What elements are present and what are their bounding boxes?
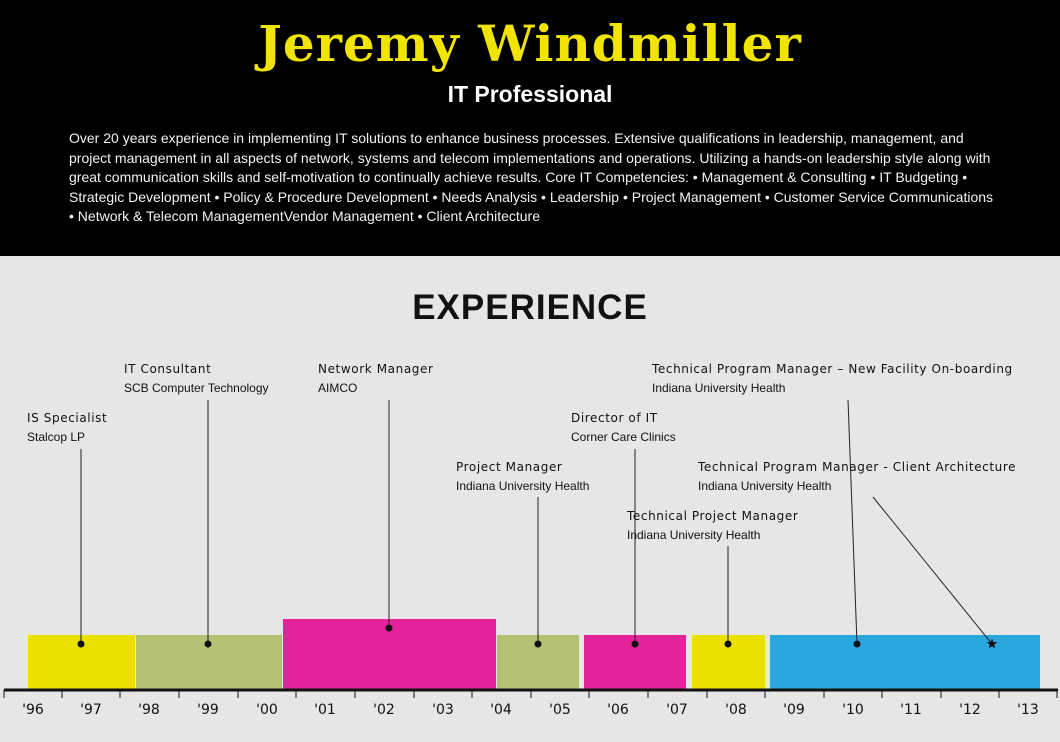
current-job-star-icon	[986, 638, 998, 649]
year-label: '12	[959, 702, 981, 718]
job-organization-label: SCB Computer Technology	[124, 381, 269, 395]
job-title-label: Network Manager	[318, 362, 434, 376]
job-organization-label: Corner Care Clinics	[571, 430, 676, 444]
job-title-label: IS Specialist	[27, 411, 107, 425]
experience-timeline: '96 '97 '98 '99 '00 '01 '02 '03 '04 '05 '06 '07 '08 '…	[3, 362, 1058, 718]
job-marker-dot	[631, 640, 639, 648]
professional-title: IT Professional	[447, 81, 613, 107]
job-organization-label: Stalcop LP	[27, 430, 85, 444]
job-marker-dot	[204, 640, 212, 648]
job-organization-label: AIMCO	[318, 381, 357, 395]
year-label: '98	[138, 702, 160, 718]
year-label: '05	[549, 702, 571, 718]
job-organization-label: Indiana University Health	[698, 479, 831, 493]
job-marker-dot	[853, 640, 861, 648]
year-label: '07	[666, 702, 688, 718]
year-label: '96	[22, 702, 44, 718]
year-label: '13	[1017, 702, 1039, 718]
job-bar	[770, 635, 1040, 690]
job-title-label: Technical Project Manager	[626, 509, 798, 523]
year-label: '03	[432, 702, 454, 718]
year-label: '97	[80, 702, 102, 718]
job-title-label: Technical Program Manager – New Facility…	[651, 362, 1013, 376]
person-name: Jeremy Windmiller	[258, 14, 802, 73]
job-marker-dot	[385, 624, 393, 632]
connector-line	[847, 399, 858, 645]
year-label: '08	[725, 702, 747, 718]
year-label: '00	[256, 702, 278, 718]
year-label: '09	[783, 702, 805, 718]
job-marker-dot	[534, 640, 542, 648]
experience-heading: EXPERIENCE	[412, 288, 648, 327]
year-label: '02	[373, 702, 395, 718]
job-title-label: Project Manager	[456, 460, 562, 474]
job-organization-label: Indiana University Health	[456, 479, 589, 493]
summary-paragraph: Over 20 years experience in implementing…	[69, 130, 994, 224]
job-marker-dot	[77, 640, 85, 648]
job-organization-label: Indiana University Health	[652, 381, 785, 395]
year-label: '99	[197, 702, 219, 718]
year-label: '04	[490, 702, 512, 718]
header-section: Jeremy Windmiller IT Professional Over 2…	[0, 0, 1060, 256]
year-label: '01	[314, 702, 336, 718]
job-title-label: IT Consultant	[124, 362, 211, 376]
connector-line	[872, 496, 993, 645]
job-organization-label: Indiana University Health	[627, 528, 760, 542]
job-title-label: Director of IT	[571, 411, 658, 425]
job-title-label: Technical Program Manager - Client Archi…	[697, 460, 1016, 474]
year-label: '10	[842, 702, 864, 718]
job-marker-dot	[724, 640, 732, 648]
year-label: '11	[900, 702, 922, 718]
year-label: '06	[607, 702, 629, 718]
